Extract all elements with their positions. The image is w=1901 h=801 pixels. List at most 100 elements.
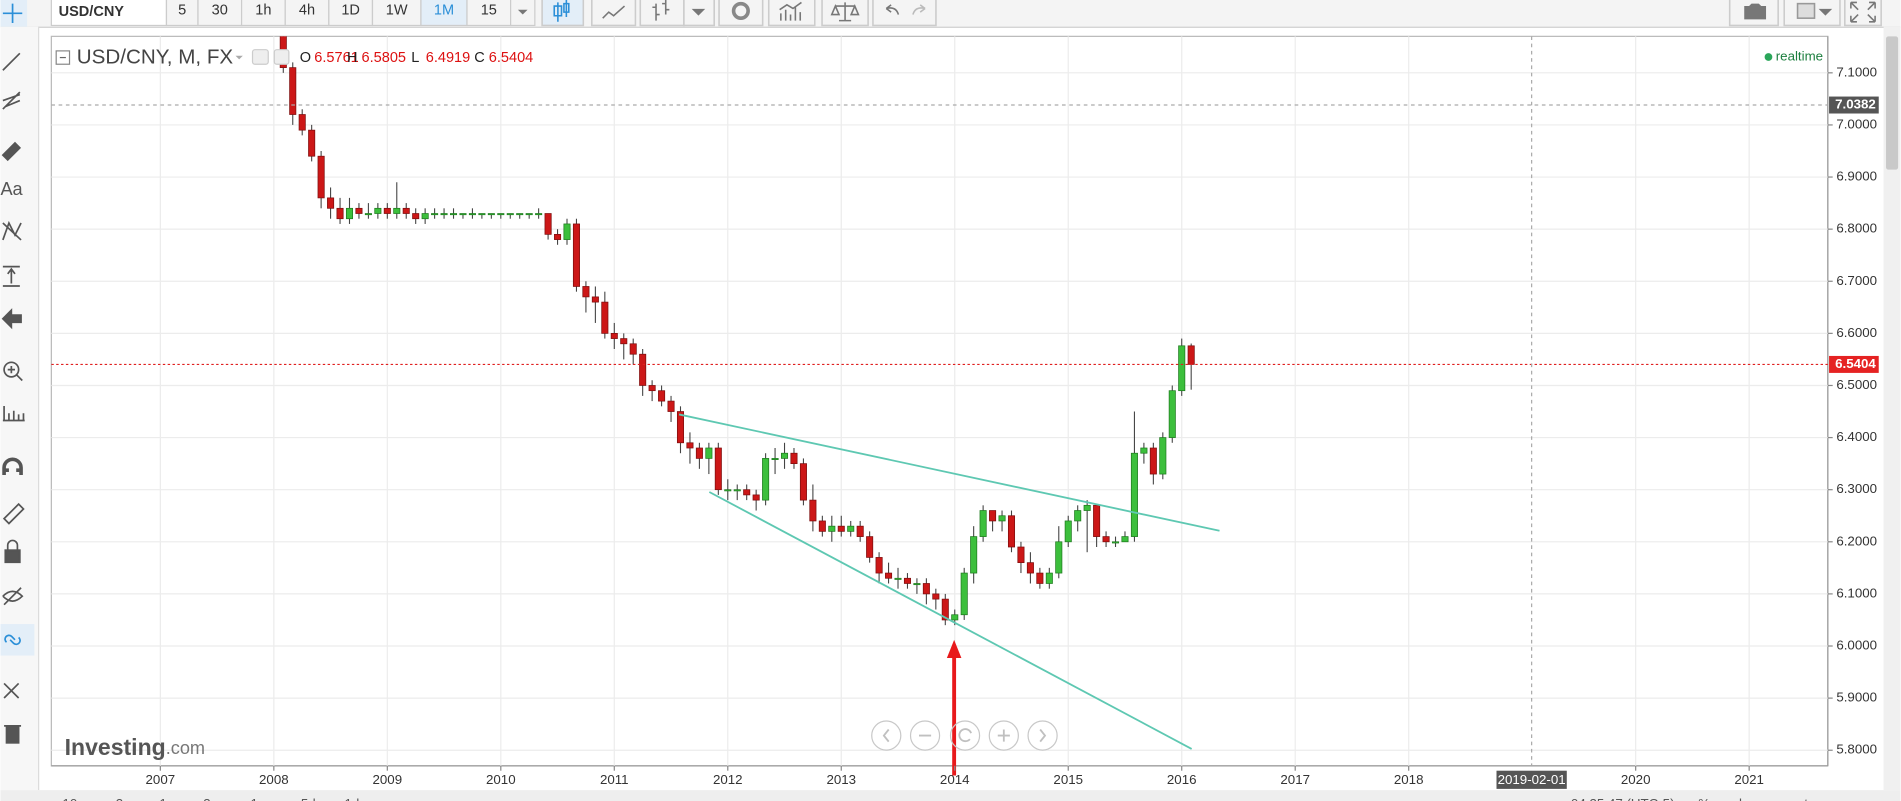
- ruler-tool[interactable]: [2, 405, 25, 422]
- zoom-in[interactable]: [988, 720, 1019, 751]
- range-button[interactable]: 3m: [203, 796, 222, 801]
- hide-tool[interactable]: [2, 587, 24, 606]
- candle-body: [1064, 520, 1072, 543]
- interval-label: 4h: [299, 3, 315, 19]
- interval-button[interactable]: [420, 0, 468, 27]
- back-tool[interactable]: [1, 308, 22, 330]
- lock-drawing-tool[interactable]: [2, 502, 25, 525]
- candle-body: [374, 207, 382, 214]
- x-tick-label: 2009: [373, 772, 403, 787]
- legend-icon[interactable]: [273, 49, 290, 65]
- measure-tool[interactable]: [2, 265, 20, 287]
- reset[interactable]: [949, 720, 981, 751]
- status: realtime: [1776, 48, 1823, 63]
- interval-button[interactable]: [240, 0, 286, 27]
- range-button[interactable]: 5d: [301, 796, 316, 801]
- interval-label: 5: [178, 3, 186, 19]
- candle-body: [989, 510, 997, 522]
- y-tick-label: 6.0000: [1836, 638, 1877, 653]
- candle-body: [610, 333, 618, 339]
- lock-icon: [6, 539, 19, 551]
- magnet-tool[interactable]: [2, 457, 23, 476]
- axis-option[interactable]: auto: [1789, 796, 1815, 801]
- legend-icon[interactable]: [251, 49, 269, 65]
- legend-caret[interactable]: [235, 55, 243, 60]
- candle-body: [431, 213, 439, 216]
- candle-body: [705, 447, 713, 459]
- crosshair-date-label: 2019-02-01: [1498, 772, 1566, 787]
- line-icon: [602, 5, 626, 19]
- line-type-button[interactable]: [591, 0, 637, 27]
- candle-body: [554, 233, 562, 240]
- candle-body: [516, 213, 524, 216]
- nav-buttons: [871, 720, 1058, 751]
- trendline-tool[interactable]: [2, 52, 21, 71]
- candle-body: [922, 583, 930, 595]
- caret: [691, 8, 706, 16]
- x-tick-label: 2012: [713, 772, 743, 787]
- lock-tool[interactable]: [4, 549, 21, 564]
- settings-button[interactable]: [718, 0, 764, 27]
- range-button[interactable]: 1d: [344, 796, 359, 801]
- axis-option[interactable]: log: [1739, 796, 1757, 801]
- redo-icon: [912, 4, 926, 15]
- brush-tool[interactable]: [1, 141, 22, 162]
- candle-body: [1045, 572, 1053, 584]
- delete-tool[interactable]: [5, 726, 20, 744]
- nav-right[interactable]: [1027, 720, 1058, 751]
- candle-body: [1178, 345, 1186, 392]
- candle-body: [289, 67, 297, 115]
- range-button[interactable]: 1y: [159, 796, 173, 801]
- compare-icon: [830, 2, 860, 22]
- candle-body: [620, 338, 628, 345]
- candle-body: [970, 536, 978, 574]
- candle-body: [790, 452, 798, 464]
- candle-body: [1102, 536, 1110, 543]
- scroll-thumb[interactable]: [1886, 36, 1899, 170]
- ohlc-label: C: [474, 50, 485, 66]
- candle-body: [903, 577, 911, 584]
- candle-body: [885, 572, 893, 579]
- zoom-tool[interactable]: [3, 361, 20, 378]
- zoom-out[interactable]: [909, 720, 941, 751]
- fib-tool[interactable]: [2, 91, 21, 110]
- candle-body: [345, 207, 354, 220]
- range-button[interactable]: 1m: [251, 796, 269, 801]
- interval-button[interactable]: [284, 0, 330, 27]
- sync-tool-active[interactable]: [0, 624, 35, 656]
- undo-icon: [885, 4, 900, 15]
- y-tick-label: 5.8000: [1836, 742, 1877, 757]
- range-button[interactable]: 10y: [62, 796, 84, 801]
- arrow-head[interactable]: [946, 639, 962, 659]
- candle-type-button[interactable]: [541, 0, 585, 27]
- scrollbar[interactable]: [1883, 26, 1901, 791]
- nav-left[interactable]: [871, 720, 902, 751]
- interval-button[interactable]: [328, 0, 374, 27]
- interval-label: 1W: [386, 3, 408, 19]
- nav-glyphs: [882, 728, 1047, 743]
- candle-body: [960, 572, 968, 616]
- symbol-input[interactable]: [50, 0, 168, 27]
- candle-body: [1112, 541, 1120, 544]
- interval-button[interactable]: [165, 0, 199, 27]
- candle-body: [582, 286, 590, 298]
- range-button[interactable]: 3y: [116, 796, 130, 801]
- y-tick-label: 6.5000: [1836, 377, 1877, 392]
- candle-body: [676, 411, 685, 444]
- trend-line[interactable]: [678, 413, 1220, 532]
- ohlc-value: 6.5404: [489, 50, 533, 66]
- pattern-tool[interactable]: [2, 220, 22, 241]
- tools-tool[interactable]: [3, 682, 20, 699]
- candle-body: [535, 213, 543, 216]
- toolbar-icons: [541, 0, 1882, 27]
- candle-body: [383, 207, 391, 214]
- indicators-button[interactable]: [767, 0, 816, 27]
- zoom-icon: [7, 365, 23, 382]
- undo-redo[interactable]: [872, 0, 937, 27]
- candle-body: [979, 510, 987, 537]
- axis-option[interactable]: %: [1698, 796, 1710, 801]
- trend-line[interactable]: [708, 491, 1193, 750]
- text-tool[interactable]: Aa: [0, 179, 23, 199]
